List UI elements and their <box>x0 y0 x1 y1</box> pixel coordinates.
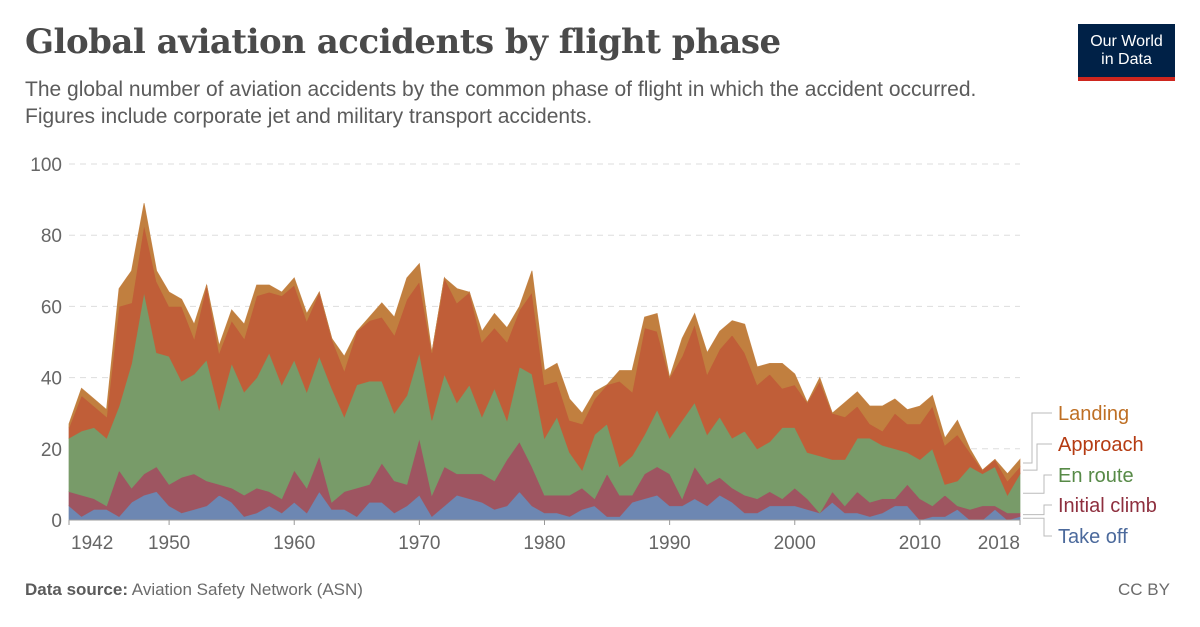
legend: Landing Approach En route Initial climb Take… <box>1023 403 1157 548</box>
legend-connector <box>1023 504 1052 516</box>
legend-label-landing[interactable]: Landing <box>1058 403 1129 425</box>
chart-subtitle: The global number of aviation accidents … <box>25 78 977 128</box>
x-tick-label: 1942 <box>71 533 113 554</box>
y-tick-label: 80 <box>41 226 62 247</box>
chart-title: Global aviation accidents by flight phas… <box>25 22 781 62</box>
y-tick-label: 100 <box>30 155 62 176</box>
legend-connector <box>1023 443 1052 471</box>
data-source: Data source: Aviation Safety Network (AS… <box>25 580 363 600</box>
x-tick-label: 2018 <box>978 533 1020 554</box>
x-tick-label: 1960 <box>273 533 315 554</box>
legend-label-approach[interactable]: Approach <box>1058 434 1144 456</box>
x-tick-label: 1980 <box>523 533 565 554</box>
source-text: Aviation Safety Network (ASN) <box>131 580 363 599</box>
y-tick-label: 20 <box>41 440 62 461</box>
legend-connector <box>1023 412 1052 464</box>
y-tick-label: 0 <box>51 511 62 532</box>
logo-line-2: in Data <box>1101 50 1152 68</box>
logo-line-1: Our World <box>1090 32 1163 50</box>
legend-label-take-off[interactable]: Take off <box>1058 526 1128 548</box>
license-link[interactable]: CC BY <box>1118 580 1170 599</box>
y-tick-label: 60 <box>41 297 62 318</box>
source-label: Data source: <box>25 580 128 599</box>
x-tick-label: 1950 <box>148 533 190 554</box>
x-tick-label: 2000 <box>774 533 816 554</box>
y-tick-label: 40 <box>41 369 62 390</box>
legend-connector <box>1023 474 1052 494</box>
x-tick-label: 1990 <box>648 533 690 554</box>
legend-label-initial-climb[interactable]: Initial climb <box>1058 495 1157 517</box>
axes: 0 20 40 60 80 100 1942 1950 1960 1970 1980 1990 2000… <box>30 155 1021 554</box>
legend-connector <box>1023 517 1052 537</box>
area-landing[interactable] <box>68 203 1021 482</box>
areas <box>68 203 1021 521</box>
legend-label-en-route[interactable]: En route <box>1058 465 1134 487</box>
owid-logo[interactable]: Our World in Data <box>1078 24 1175 81</box>
x-tick-label: 2010 <box>899 533 941 554</box>
x-tick-label: 1970 <box>398 533 440 554</box>
